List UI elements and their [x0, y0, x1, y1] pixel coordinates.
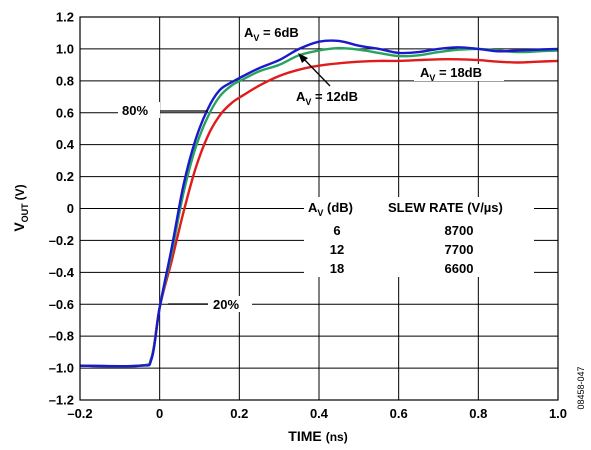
y-tick-label: 0.4 [56, 137, 75, 152]
y-tick-label: –1.2 [49, 393, 74, 408]
table-row-3-av: 18 [330, 261, 344, 276]
label-80pct-bg [118, 102, 160, 118]
plot-frame [79, 16, 559, 401]
y-tick-labels: –1.2 –1.0 –0.8 –0.6 –0.4 –0.2 0 0.2 0.4 0.6 0.8 1.0… [49, 10, 75, 408]
x-tick-label: 0 [156, 406, 163, 421]
y-tick-label: 0 [67, 201, 74, 216]
figure-id: 08458-047 [576, 366, 586, 409]
table-row-1-av: 6 [333, 223, 340, 238]
x-axis-title: TIME (ns) [288, 428, 347, 444]
x-tick-label: 1.0 [549, 406, 567, 421]
label-av-18db: AV = 18dB [420, 65, 482, 83]
label-20pct: 20% [213, 297, 239, 312]
table-row-2-slew: 7700 [445, 242, 474, 257]
x-tick-label: 0.6 [390, 406, 408, 421]
y-tick-label: –0.2 [49, 233, 74, 248]
slew-table-bg [304, 197, 534, 277]
table-header-slew: SLEW RATE (V/µs) [388, 200, 503, 215]
y-axis-title: VOUT(V) [11, 184, 30, 231]
label-av-6db: AV = 6dB [244, 25, 299, 43]
label-av-18db-bg [414, 64, 504, 81]
y-tick-label: –0.6 [49, 297, 74, 312]
y-tick-label: 0.6 [56, 105, 74, 120]
y-tick-label: 0.2 [56, 169, 74, 184]
x-tick-label: –0.2 [67, 406, 92, 421]
y-tick-label: –0.4 [49, 265, 75, 280]
x-tick-label: 0.4 [310, 406, 329, 421]
label-20pct-bg [208, 296, 252, 312]
series-line-av-18db [79, 58, 559, 368]
label-80pct: 80% [122, 103, 148, 118]
arrow-av-12db-head [298, 53, 308, 63]
y-tick-label: 1.2 [56, 10, 74, 25]
y-tick-label: –0.8 [49, 329, 74, 344]
x-tick-label: 0.8 [469, 406, 487, 421]
table-row-1-slew: 8700 [445, 223, 474, 238]
series-line-av-6db [79, 39, 559, 368]
table-row-3-slew: 6600 [445, 261, 474, 276]
table-row-2-av: 12 [330, 242, 344, 257]
label-av-12db: AV = 12dB [296, 89, 358, 107]
x-tick-labels: –0.2 0 0.2 0.4 0.6 0.8 1.0 [67, 406, 567, 421]
y-tick-label: 0.8 [56, 73, 74, 88]
table-header-av: AV (dB) [308, 200, 353, 218]
y-tick-label: –1.0 [49, 361, 74, 376]
x-tick-label: 0.2 [230, 406, 248, 421]
y-tick-label: 1.0 [56, 41, 74, 56]
